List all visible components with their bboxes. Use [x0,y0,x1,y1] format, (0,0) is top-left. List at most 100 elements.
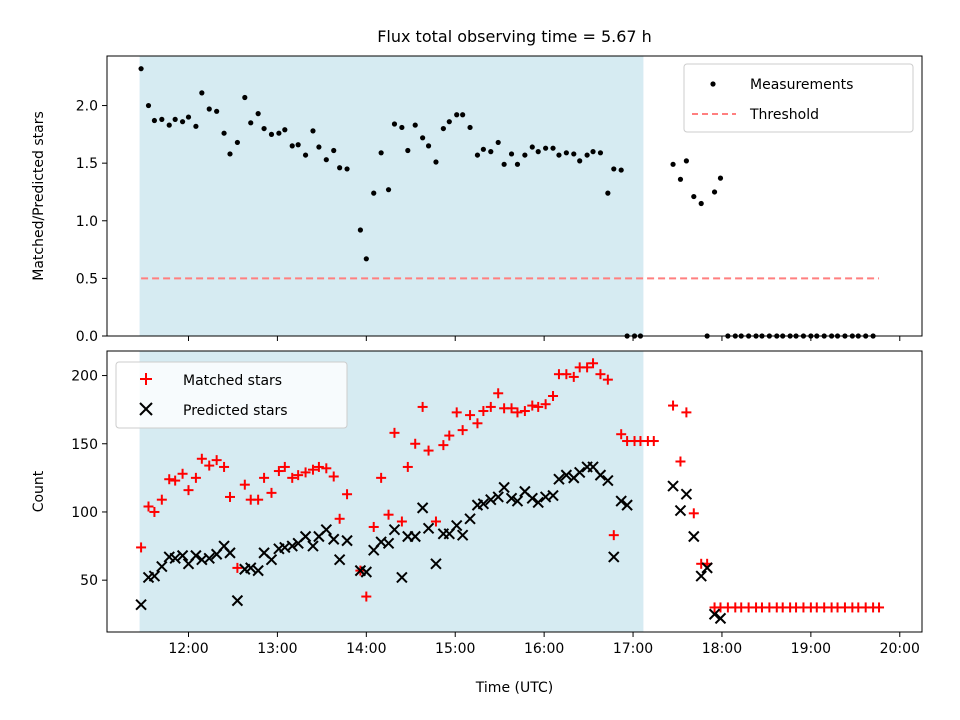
measurement-point [310,128,316,134]
matched-stars-point [253,494,264,505]
matched-stars-point [259,472,270,483]
matched-stars-point [239,479,250,490]
matched-stars-point [196,453,207,464]
matched-stars-point [402,461,413,472]
measurement-point [590,149,596,155]
matched-stars-point [136,542,147,553]
measurement-point [711,189,718,195]
measurement-point [371,190,377,196]
predicted-stars-point [265,553,278,566]
predicted-stars-point [286,540,298,552]
measurement-point [412,122,418,128]
measurement-point [405,147,411,154]
matched-stars-point [211,455,222,466]
predicted-stars-point [328,533,340,545]
matched-stars-point [396,516,407,527]
matched-stars-point [561,369,572,380]
measurement-point [302,152,309,158]
measurement-point [556,152,562,158]
measurement-point [344,166,350,172]
matched-stars-point [451,407,462,418]
measurement-point [357,227,363,233]
measurement-point [282,127,288,133]
legend-threshold-label: Threshold [749,107,819,123]
predicted-stars-point [602,474,614,487]
legend-predicted-stars-marker [139,402,153,416]
predicted-stars-point [464,513,476,525]
matched-stars-point [313,461,324,472]
matched-stars-point [648,436,659,447]
x-tick-label: 20:00 [880,641,920,657]
predicted-stars-point [416,502,429,514]
matched-stars-point [681,407,692,418]
measurement-point [670,161,676,167]
measurement-point [480,146,486,152]
matched-stars-point [438,440,449,451]
measurement-point [138,66,144,72]
matched-stars-point [328,471,339,482]
matched-stars-point [307,464,318,475]
count-legend-box [115,361,348,429]
measurement-point [399,124,405,131]
predicted-stars-point [388,523,401,536]
matched-stars-point [321,463,332,474]
matched-stars-point [478,406,489,417]
matched-stars-point [183,485,194,496]
matched-stars-point [361,591,372,602]
measurement-point [501,161,507,167]
matched-stars-point [170,475,181,486]
matched-stars-point [149,506,160,517]
matched-stars-point [588,358,599,369]
matched-stars-point [485,401,496,412]
y-tick-label: 200 [71,369,98,385]
x-axis-label: Time (UTC) [475,680,553,696]
count-legend: Matched stars Predicted stars [115,361,348,429]
measurement-point [193,123,199,129]
measurement-point [611,166,617,172]
chart-title: Flux total observing time = 5.67 h [377,27,652,46]
measurement-point [460,112,466,118]
measurement-point [535,149,541,155]
measurement-point [522,152,528,158]
measurement-point [691,193,697,200]
matched-stars-point [493,388,504,399]
measurement-point [234,139,240,146]
measurement-point [446,119,452,125]
matched-stars-point [457,425,468,436]
matched-stars-point [595,369,606,380]
predicted-stars-point [708,608,721,620]
predicted-stars-point [674,504,687,517]
matched-stars-point [376,472,387,483]
count-panel: 12:00 13:00 14:00 15:00 16:00 17:00 18:00 19:00… [31,350,923,696]
matched-stars-point [389,427,400,438]
count-y-axis-label: Count [31,470,47,512]
matched-stars-point [616,429,627,440]
measurement-point [378,150,384,156]
predicted-stars-point [573,466,586,479]
matched-stars-point [204,460,215,471]
measurement-point [425,143,432,149]
measurement-point [268,131,275,137]
predicted-stars-point [492,491,504,503]
legend-matched-stars-label: Matched stars [183,373,282,389]
predicted-stars-point [190,549,202,562]
y-tick-label: 0.0 [76,329,98,345]
matched-stars-point [533,401,544,412]
matched-stars-point [519,406,530,417]
measurement-point [316,144,322,150]
matched-stars-point [472,418,483,429]
matched-stars-point [219,461,230,472]
measurement-point [543,145,549,151]
predicted-stars-point [396,571,408,584]
matched-stars-point [430,516,441,527]
y-tick-label: 2.0 [76,99,98,115]
ratio-panel: 0.0 0.5 1.0 1.5 2.0 Flux total observing tim… [31,27,923,345]
matched-stars-point [540,399,551,410]
measurement-point [440,125,446,132]
measurement-point [159,116,165,122]
matched-stars-point [266,487,277,498]
predicted-stars-point [615,495,627,507]
measurement-point [227,151,233,157]
predicted-stars-point [299,530,312,543]
matched-stars-point [383,509,394,520]
